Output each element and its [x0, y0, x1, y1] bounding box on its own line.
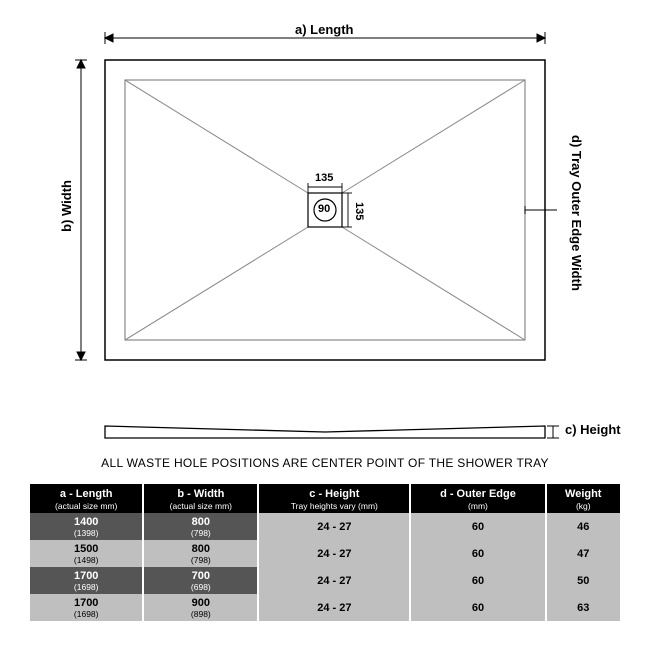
table-cell: 24 - 27	[258, 594, 410, 621]
table-cell: 1500(1498)	[30, 540, 143, 567]
table-cell: 60	[410, 567, 545, 594]
length-label: a) Length	[295, 22, 354, 37]
table-cell: 60	[410, 540, 545, 567]
diagram-caption: ALL WASTE HOLE POSITIONS ARE CENTER POIN…	[30, 456, 620, 470]
spec-table: a - Length(actual size mm)b - Width(actu…	[30, 484, 620, 621]
table-cell: 60	[410, 513, 545, 540]
table-header: Weight(kg)	[546, 484, 620, 513]
width-label: b) Width	[59, 180, 74, 232]
table-cell: 800(798)	[143, 540, 258, 567]
side-view-diagram: c) Height	[45, 410, 605, 450]
tray-side-svg	[45, 410, 605, 450]
table-cell: 700(698)	[143, 567, 258, 594]
table-cell: 900(898)	[143, 594, 258, 621]
table-header: d - Outer Edge(mm)	[410, 484, 545, 513]
table-cell: 60	[410, 594, 545, 621]
table-cell: 24 - 27	[258, 513, 410, 540]
table-cell: 46	[546, 513, 620, 540]
table-cell: 800(798)	[143, 513, 258, 540]
table-cell: 1700(1698)	[30, 594, 143, 621]
table-cell: 24 - 27	[258, 567, 410, 594]
outer-edge-label: d) Tray Outer Edge Width	[569, 135, 584, 291]
drain-height-value: 135	[353, 202, 365, 220]
table-cell: 50	[546, 567, 620, 594]
table-row: 1500(1498)800(798)24 - 276047	[30, 540, 620, 567]
table-row: 1700(1698)700(698)24 - 276050	[30, 567, 620, 594]
drain-width-value: 135	[315, 172, 333, 184]
top-view-diagram: a) Length b) Width d) Tray Outer Edge Wi…	[45, 20, 605, 400]
drain-circle-value: 90	[318, 203, 330, 215]
table-body: 1400(1398)800(798)24 - 2760461500(1498)8…	[30, 513, 620, 621]
table-row: 1700(1698)900(898)24 - 276063	[30, 594, 620, 621]
table-header: b - Width(actual size mm)	[143, 484, 258, 513]
height-label: c) Height	[565, 422, 621, 437]
table-cell: 1400(1398)	[30, 513, 143, 540]
table-header: a - Length(actual size mm)	[30, 484, 143, 513]
table-header-row: a - Length(actual size mm)b - Width(actu…	[30, 484, 620, 513]
table-cell: 24 - 27	[258, 540, 410, 567]
table-row: 1400(1398)800(798)24 - 276046	[30, 513, 620, 540]
table-cell: 63	[546, 594, 620, 621]
table-header: c - HeightTray heights vary (mm)	[258, 484, 410, 513]
table-cell: 47	[546, 540, 620, 567]
table-cell: 1700(1698)	[30, 567, 143, 594]
